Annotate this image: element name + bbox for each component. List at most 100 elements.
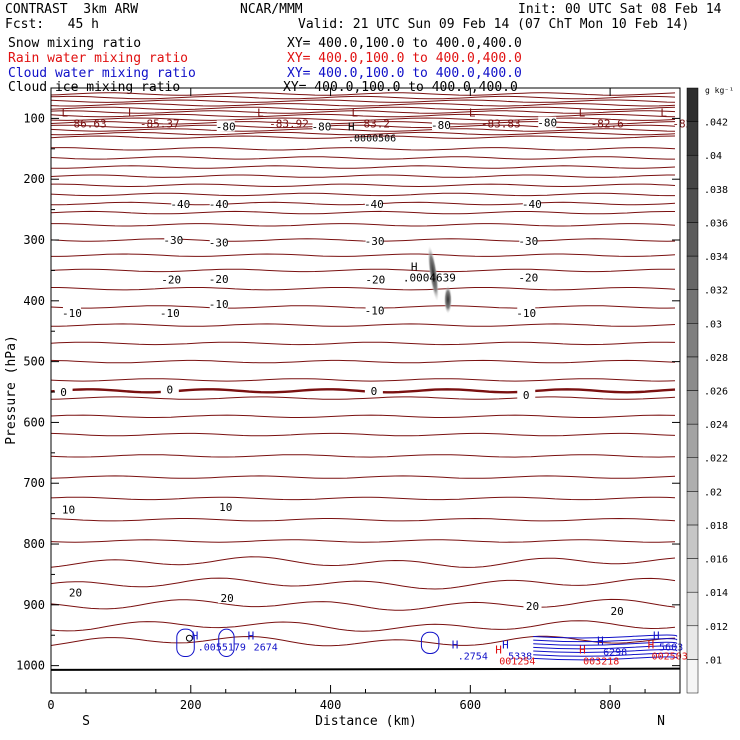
cloud-water-contour bbox=[533, 634, 678, 639]
low-marker: L bbox=[469, 107, 476, 120]
isotherm-label-bg bbox=[365, 235, 384, 247]
isotherm-line bbox=[50, 95, 676, 100]
cloud-water-max-marker: H bbox=[452, 639, 459, 652]
isotherm-line bbox=[50, 117, 676, 121]
isotherm-label-bg bbox=[522, 198, 541, 210]
rain-max-value: 001254 bbox=[499, 657, 535, 668]
colorbar-label: .02 bbox=[704, 487, 722, 498]
isotherm-label-bg bbox=[364, 384, 383, 396]
isotherm-line bbox=[50, 128, 676, 132]
isotherm-label-bg bbox=[209, 297, 228, 309]
colorbar-swatch bbox=[686, 222, 699, 257]
isotherm-label-bg bbox=[62, 306, 81, 318]
cloud-water-max-marker: H bbox=[192, 630, 199, 643]
colorbar-label: .036 bbox=[704, 218, 728, 229]
isotherm-label: -40 bbox=[170, 198, 190, 211]
isotherm-label-bg bbox=[519, 271, 538, 283]
y-axis-label: Pressure (hPa) bbox=[4, 335, 19, 445]
isotherm-line bbox=[51, 253, 676, 257]
cloud-water-contour bbox=[533, 638, 678, 643]
snow-shading bbox=[443, 285, 452, 314]
colorbar-swatch bbox=[686, 121, 699, 156]
header-valid: Valid: 21 UTC Sun 09 Feb 14 (07 ChT Mon … bbox=[298, 17, 690, 32]
isotherm-label-bg bbox=[66, 586, 85, 598]
isotherm-label: -10 bbox=[209, 298, 229, 311]
colorbar-swatch bbox=[686, 323, 699, 358]
isotherm-line bbox=[50, 620, 676, 632]
isotherm-label-bg bbox=[312, 120, 331, 132]
cloud-water-max-marker: H bbox=[653, 630, 660, 643]
isotherm-line bbox=[50, 113, 676, 118]
cloud-water-contour bbox=[533, 645, 678, 650]
isotherm-line bbox=[50, 414, 676, 418]
cloud-water-max-value: .2754 bbox=[458, 652, 488, 663]
y-tick-label: 200 bbox=[23, 172, 45, 186]
field-cloudwater-name: Cloud water mixing ratio bbox=[8, 66, 196, 81]
isotherm-label-bg bbox=[209, 272, 228, 284]
field-rain-xy: XY= 400.0,100.0 to 400.0,400.0 bbox=[287, 51, 522, 66]
field-cloudwater-xy: XY= 400.0,100.0 to 400.0,400.0 bbox=[287, 66, 522, 81]
isotherm-label: 20 bbox=[526, 600, 539, 613]
isotherm-label: 0 bbox=[523, 389, 530, 402]
isotherm-label-bg bbox=[218, 592, 237, 604]
x-tick-label: 800 bbox=[599, 698, 621, 712]
isotherm-line bbox=[50, 124, 676, 129]
isotherm-line bbox=[50, 454, 676, 458]
low-value-label: -83.92 bbox=[269, 118, 309, 131]
header-center: NCAR/MMM bbox=[240, 2, 303, 17]
colorbar-swatch bbox=[686, 423, 699, 458]
cloud-water-max-marker: H bbox=[597, 634, 604, 647]
isotherm-label: 10 bbox=[62, 503, 75, 516]
isotherm-line bbox=[50, 156, 675, 160]
isotherm-label: 0 bbox=[371, 385, 378, 398]
low-marker: L bbox=[61, 107, 68, 120]
y-tick-label: 1000 bbox=[16, 659, 45, 673]
isotherm-line bbox=[50, 147, 676, 151]
header-fcst: Fcst: 45 h bbox=[5, 17, 99, 32]
isotherm-label-bg bbox=[538, 116, 557, 128]
isotherm-line bbox=[51, 287, 676, 291]
colorbar-swatch bbox=[686, 457, 699, 492]
isotherm-line bbox=[50, 577, 676, 590]
colorbar-swatch bbox=[686, 558, 699, 593]
cloud-water-contour bbox=[533, 649, 678, 654]
isotherm-line bbox=[50, 99, 676, 103]
isotherm-line bbox=[50, 539, 676, 543]
colorbar-swatch bbox=[686, 591, 699, 627]
isotherm-label: -20 bbox=[209, 273, 229, 286]
cloud-water-contour bbox=[533, 652, 678, 657]
isotherm-label-bg bbox=[54, 386, 73, 398]
isotherm-line bbox=[50, 378, 676, 382]
rain-max-marker: H bbox=[579, 644, 586, 657]
isotherm-label-bg bbox=[431, 119, 450, 131]
isotherm-line bbox=[50, 323, 676, 327]
isotherm-label: -30 bbox=[209, 236, 229, 249]
low-marker: L bbox=[660, 107, 667, 120]
low-marker: L bbox=[128, 107, 135, 120]
colorbar-swatch bbox=[686, 390, 699, 425]
isotherm-line bbox=[50, 131, 676, 136]
y-tick-label: 800 bbox=[23, 537, 45, 551]
colorbar-label: .034 bbox=[704, 252, 728, 263]
isotherm-line bbox=[50, 110, 676, 114]
y-tick-label: 900 bbox=[23, 598, 45, 612]
isotherm-label: 20 bbox=[610, 605, 623, 618]
isotherm-label: -40 bbox=[522, 198, 542, 211]
isotherm-line bbox=[50, 121, 676, 125]
snow-shading bbox=[427, 245, 439, 302]
isotherm-label: -40 bbox=[209, 198, 229, 211]
isotherm-line bbox=[50, 556, 676, 568]
isotherm-line bbox=[50, 396, 676, 400]
colorbar-label: .022 bbox=[704, 454, 728, 465]
colorbar-label: .018 bbox=[704, 521, 728, 532]
cloud-water-contour bbox=[176, 628, 195, 658]
y-tick-label: 400 bbox=[23, 294, 45, 308]
rain-max-value: 003218 bbox=[583, 657, 619, 668]
y-tick-label: 300 bbox=[23, 233, 45, 247]
isotherm-line bbox=[50, 635, 676, 647]
isotherm-line bbox=[50, 210, 675, 215]
colorbar-label: .024 bbox=[704, 420, 728, 431]
colorbar-label: .01 bbox=[704, 655, 722, 666]
isotherm-label: -80 bbox=[537, 117, 557, 130]
low-marker: L bbox=[352, 107, 359, 120]
